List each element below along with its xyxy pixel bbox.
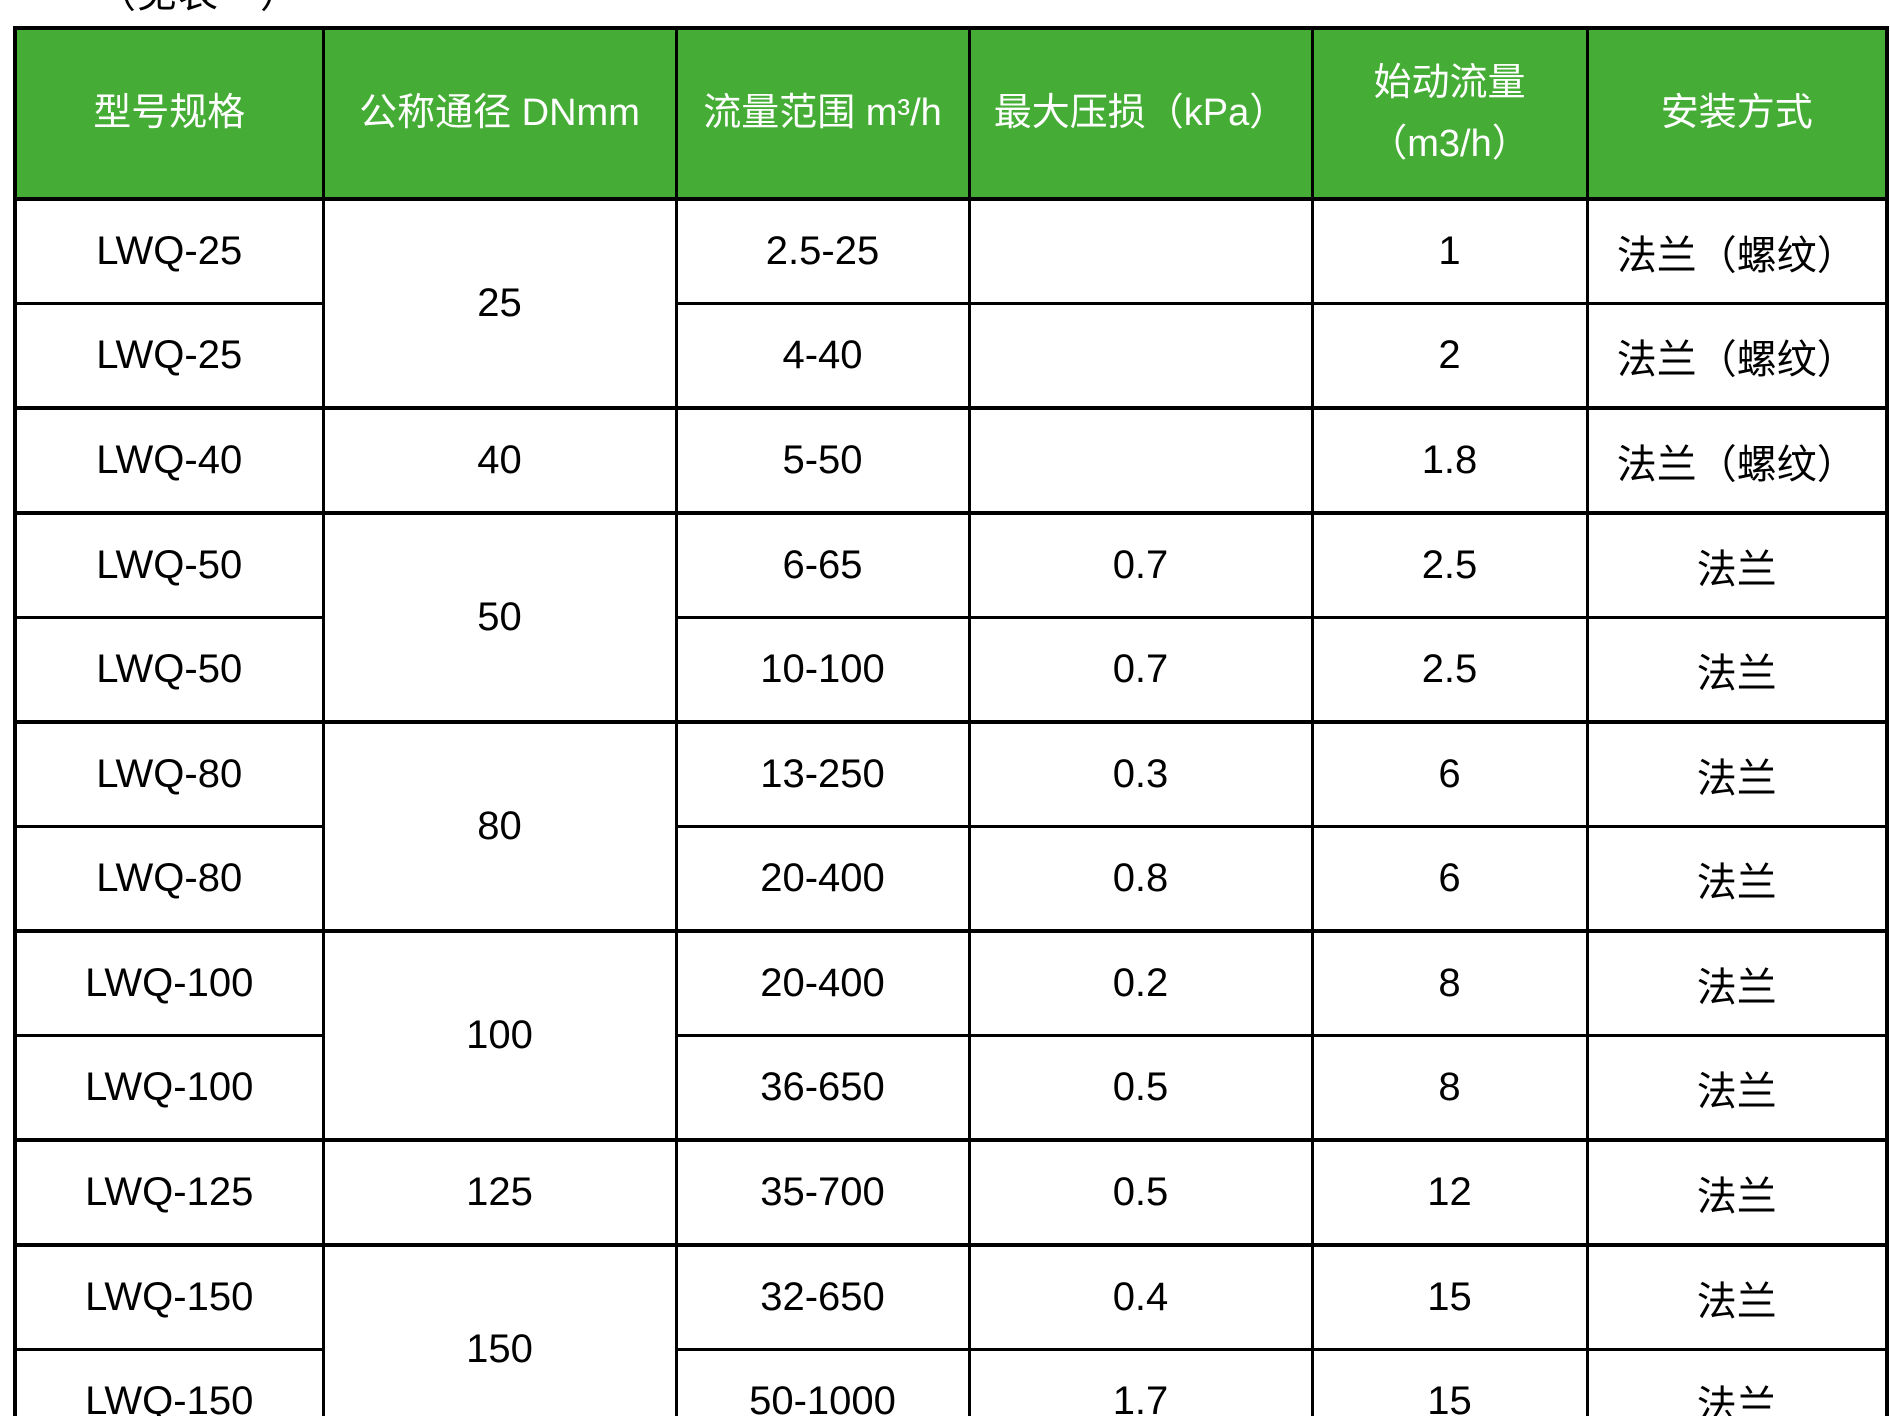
cell-installation: 法兰（螺纹） xyxy=(1585,302,1889,410)
table-row: LWQ-50 50 6-65 0.7 2.5 法兰 xyxy=(13,511,1889,724)
cell-start-flow: 12 xyxy=(1310,1138,1589,1247)
cell-installation: 法兰 xyxy=(1585,1034,1889,1142)
spec-table: 型号规格 公称通径 DNmm 流量范围 m³/h 最大压损（kPa） 始动流量 … xyxy=(13,26,1889,1416)
cell-flow-range: 10-100 xyxy=(674,616,971,724)
header-max-pressure-loss: 最大压损（kPa） xyxy=(967,26,1314,201)
cell-start-flow: 8 xyxy=(1310,1034,1589,1142)
cell-flow-range: 20-400 xyxy=(674,825,971,933)
cell-flow-range: 4-40 xyxy=(674,302,971,410)
cell-dn: 100 xyxy=(321,929,678,1142)
cell-flow-range: 20-400 xyxy=(674,929,971,1037)
table-row: LWQ-150 50-1000 1.7 15 法兰 xyxy=(13,1348,1889,1416)
cell-start-flow: 6 xyxy=(1310,825,1589,933)
cell-flow-range: 2.5-25 xyxy=(674,197,971,305)
cell-model: LWQ-50 xyxy=(13,511,325,619)
cell-model: LWQ-25 xyxy=(13,197,325,305)
header-model: 型号规格 xyxy=(13,26,325,201)
cell-dn: 50 xyxy=(321,511,678,724)
header-installation: 安装方式 xyxy=(1585,26,1889,201)
cell-installation: 法兰（螺纹） xyxy=(1585,197,1889,305)
cell-installation: 法兰 xyxy=(1585,1138,1889,1247)
cell-model: LWQ-25 xyxy=(13,302,325,410)
cell-max-pressure-loss: 0.5 xyxy=(967,1034,1314,1142)
cell-dn: 25 xyxy=(321,197,678,410)
table-row: LWQ-40 40 5-50 1.8 法兰（螺纹） xyxy=(13,406,1889,515)
cell-max-pressure-loss xyxy=(967,406,1314,515)
table-row: LWQ-80 20-400 0.8 6 法兰 xyxy=(13,825,1889,933)
cell-max-pressure-loss xyxy=(967,302,1314,410)
cell-model: LWQ-80 xyxy=(13,720,325,828)
cell-flow-range: 6-65 xyxy=(674,511,971,619)
cell-installation: 法兰（螺纹） xyxy=(1585,406,1889,515)
cell-max-pressure-loss: 0.5 xyxy=(967,1138,1314,1247)
cell-flow-range: 36-650 xyxy=(674,1034,971,1142)
cell-installation: 法兰 xyxy=(1585,1348,1889,1416)
cell-installation: 法兰 xyxy=(1585,616,1889,724)
cell-dn: 80 xyxy=(321,720,678,933)
cell-model: LWQ-150 xyxy=(13,1348,325,1416)
cell-model: LWQ-40 xyxy=(13,406,325,515)
cell-installation: 法兰 xyxy=(1585,825,1889,933)
cell-start-flow: 15 xyxy=(1310,1243,1589,1351)
cell-max-pressure-loss: 0.3 xyxy=(967,720,1314,828)
header-start-flow: 始动流量 （m3/h） xyxy=(1310,26,1589,201)
cell-max-pressure-loss: 0.7 xyxy=(967,511,1314,619)
table-row: LWQ-100 36-650 0.5 8 法兰 xyxy=(13,1034,1889,1142)
header-dn: 公称通径 DNmm xyxy=(321,26,678,201)
cell-max-pressure-loss: 0.2 xyxy=(967,929,1314,1037)
header-start-flow-line2: （m3/h） xyxy=(1369,122,1530,165)
cell-max-pressure-loss: 0.4 xyxy=(967,1243,1314,1351)
header-row: 型号规格 公称通径 DNmm 流量范围 m³/h 最大压损（kPa） 始动流量 … xyxy=(13,26,1889,201)
cell-max-pressure-loss: 1.7 xyxy=(967,1348,1314,1416)
cell-dn: 40 xyxy=(321,406,678,515)
cell-start-flow: 1.8 xyxy=(1310,406,1589,515)
header-start-flow-line1: 始动流量 xyxy=(1373,61,1526,104)
table-row: LWQ-100 100 20-400 0.2 8 法兰 xyxy=(13,929,1889,1142)
cell-flow-range: 50-1000 xyxy=(674,1348,971,1416)
cell-dn: 125 xyxy=(321,1138,678,1247)
caption-partial: （见表一） xyxy=(96,0,301,14)
cell-model: LWQ-100 xyxy=(13,1034,325,1142)
cell-max-pressure-loss xyxy=(967,197,1314,305)
table-row: LWQ-50 10-100 0.7 2.5 法兰 xyxy=(13,616,1889,724)
table-row: LWQ-80 80 13-250 0.3 6 法兰 xyxy=(13,720,1889,933)
cell-flow-range: 32-650 xyxy=(674,1243,971,1351)
cell-flow-range: 13-250 xyxy=(674,720,971,828)
cell-max-pressure-loss: 0.8 xyxy=(967,825,1314,933)
cell-installation: 法兰 xyxy=(1585,1243,1889,1351)
cell-installation: 法兰 xyxy=(1585,511,1889,619)
cell-max-pressure-loss: 0.7 xyxy=(967,616,1314,724)
table-row: LWQ-150 150 32-650 0.4 15 法兰 xyxy=(13,1243,1889,1416)
cell-start-flow: 8 xyxy=(1310,929,1589,1037)
cell-model: LWQ-125 xyxy=(13,1138,325,1247)
header-flow-range: 流量范围 m³/h xyxy=(674,26,971,201)
table-row: LWQ-25 25 2.5-25 1 法兰（螺纹） xyxy=(13,197,1889,410)
cell-installation: 法兰 xyxy=(1585,929,1889,1037)
cell-start-flow: 2.5 xyxy=(1310,616,1589,724)
cell-start-flow: 2 xyxy=(1310,302,1589,410)
cell-flow-range: 5-50 xyxy=(674,406,971,515)
cell-model: LWQ-80 xyxy=(13,825,325,933)
cell-model: LWQ-100 xyxy=(13,929,325,1037)
cell-dn: 150 xyxy=(321,1243,678,1416)
cell-start-flow: 2.5 xyxy=(1310,511,1589,619)
cell-flow-range: 35-700 xyxy=(674,1138,971,1247)
cell-start-flow: 1 xyxy=(1310,197,1589,305)
table-row: LWQ-125 125 35-700 0.5 12 法兰 xyxy=(13,1138,1889,1247)
cell-start-flow: 15 xyxy=(1310,1348,1589,1416)
table-row: LWQ-25 4-40 2 法兰（螺纹） xyxy=(13,302,1889,410)
cell-model: LWQ-50 xyxy=(13,616,325,724)
cell-installation: 法兰 xyxy=(1585,720,1889,828)
cell-start-flow: 6 xyxy=(1310,720,1589,828)
cell-model: LWQ-150 xyxy=(13,1243,325,1351)
